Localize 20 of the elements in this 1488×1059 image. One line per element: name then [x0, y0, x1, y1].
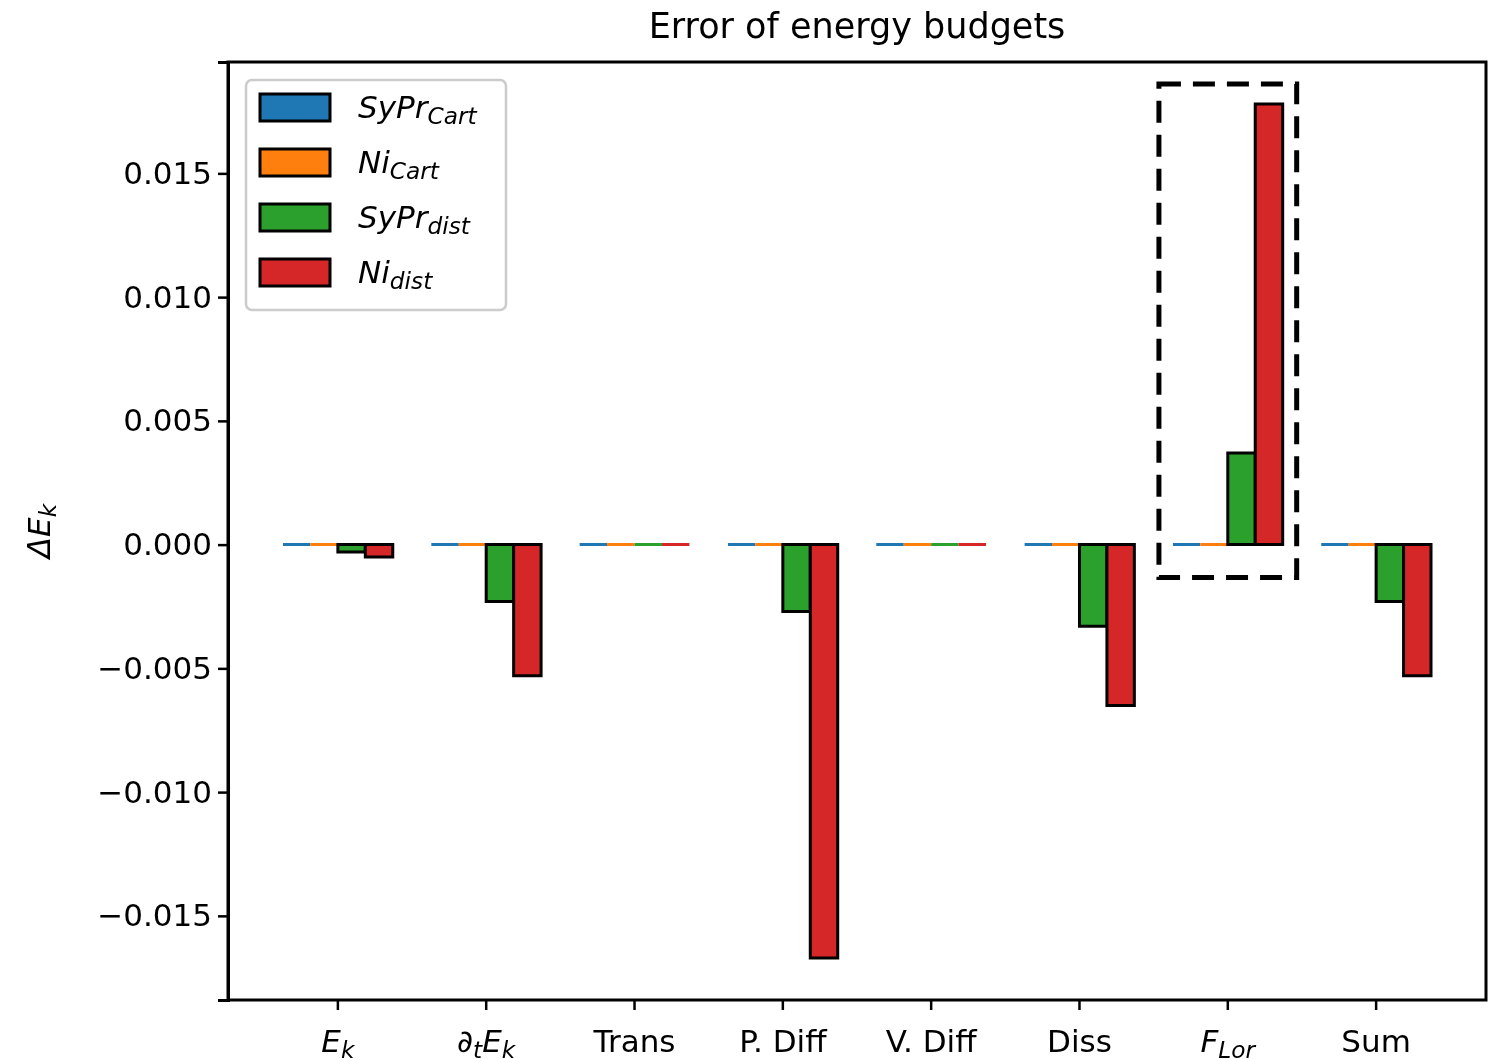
x-tick-label: Trans	[592, 1023, 676, 1059]
x-tick-label: ∂$_{t}$E$_{k}$	[457, 1023, 517, 1059]
legend-label: Ni$_{Cart}$	[358, 144, 440, 184]
y-tick-label: −0.005	[97, 649, 212, 686]
y-tick-label: 0.015	[123, 154, 212, 191]
chart-title: Error of energy budgets	[648, 6, 1066, 46]
x-tick-label: F$_{Lor}$	[1200, 1023, 1257, 1059]
legend-label: Ni$_{dist}$	[358, 254, 434, 294]
y-tick-label: −0.010	[97, 773, 212, 810]
x-tick-label: E$_{k}$	[321, 1023, 356, 1059]
legend-label: SyPr$_{Cart}$	[358, 89, 478, 129]
x-tick-label: V. Diff	[885, 1023, 978, 1059]
y-tick-label: 0.010	[123, 278, 212, 315]
y-tick-label: 0.005	[123, 402, 212, 439]
x-tick-label: Diss	[1047, 1023, 1112, 1059]
x-tick-label: Sum	[1341, 1023, 1411, 1059]
y-tick-label: 0.000	[123, 526, 212, 563]
y-tick-label: −0.015	[97, 897, 212, 934]
x-tick-label: P. Diff	[739, 1023, 828, 1059]
legend-label: SyPr$_{dist}$	[358, 199, 471, 239]
